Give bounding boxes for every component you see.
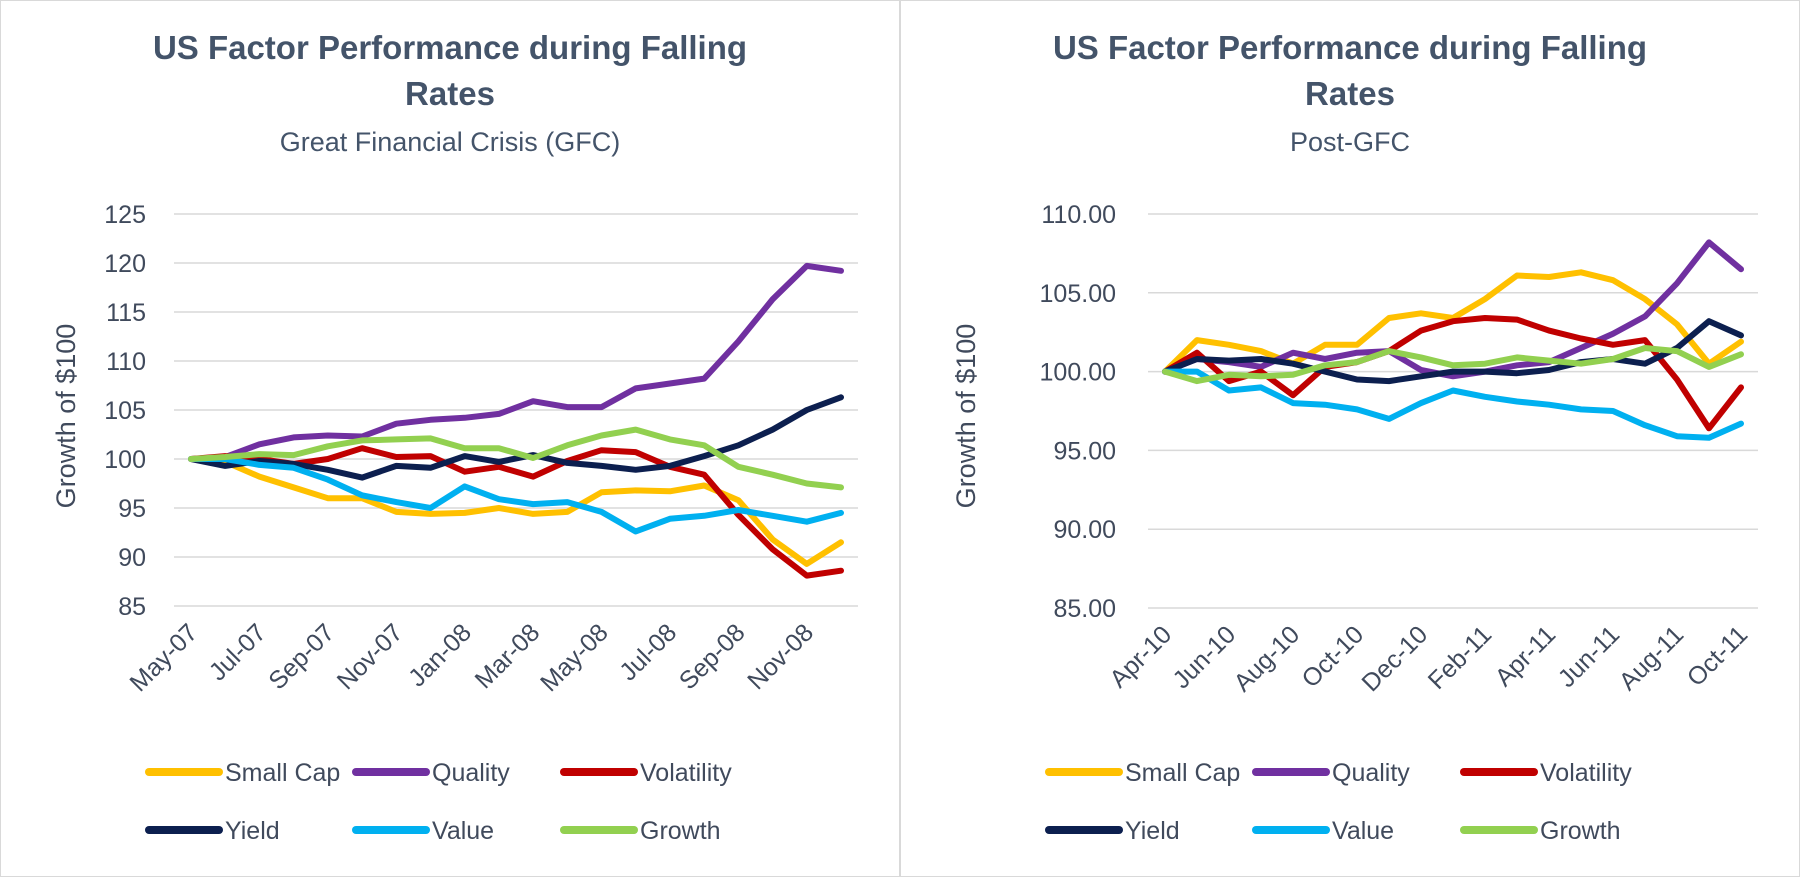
legend-label: Volatility [1540,759,1632,787]
legend-item-quality: Quality [352,759,510,787]
series-line-volatility [1162,315,1744,432]
legend-item-value: Value [1252,817,1394,845]
legend-label: Growth [640,817,721,845]
chart-subtitle: Post-GFC [1290,127,1410,157]
x-axis-ticks: Apr-10Jun-10Aug-10Oct-10Dec-10Feb-11Apr-… [1104,620,1753,697]
chart-panel-post-gfc: US Factor Performance during Falling Rat… [900,0,1800,877]
legend-label: Yield [225,817,280,845]
chart-panel-gfc: US Factor Performance during Falling Rat… [0,0,900,877]
y-tick-label: 120 [104,250,146,278]
series-line-small-cap [188,456,844,567]
y-tick-label: 95.00 [1053,437,1116,465]
y-tick-label: 105 [104,397,146,425]
series-lines [1162,239,1744,441]
legend: Small Cap Quality Volatility Yield Value Grow… [1045,759,1632,845]
y-tick-label: 85 [118,593,146,621]
chart-title-line-1: US Factor Performance during Falling [153,29,747,66]
chart-post-gfc: US Factor Performance during Falling Rat… [951,29,1758,845]
series-line-yield [188,394,844,481]
legend-item-quality: Quality [1252,759,1410,787]
x-tick-label: May-07 [124,618,203,697]
legend-item-small-cap: Small Cap [145,759,340,787]
series-lines [188,262,844,579]
chart-title-line-2: Rates [405,75,495,112]
chart-title-line-1: US Factor Performance during Falling [1053,29,1647,66]
y-axis-ticks: 110.00 105.00 100.00 95.00 90.00 85.00 [1040,201,1116,623]
x-tick-label: Oct-11 [1682,620,1754,692]
chart-title-line-2: Rates [1305,75,1395,112]
x-tick-label: Apr-11 [1490,620,1562,692]
x-tick-label: May-08 [535,618,614,697]
legend-label: Value [432,817,494,845]
legend-label: Yield [1125,817,1180,845]
x-tick-label: Nov-07 [332,618,409,695]
legend-item-growth: Growth [1460,817,1621,845]
series-line-growth [1162,345,1744,385]
legend-label: Quality [1332,759,1410,787]
chart-gfc: US Factor Performance during Falling Rat… [51,29,858,845]
series-line-value [1162,368,1744,441]
y-axis-label: Growth of $100 [51,324,81,509]
legend-item-volatility: Volatility [1460,759,1632,787]
x-tick-label: Apr-10 [1104,620,1177,693]
x-tick-label: Mar-08 [470,618,546,694]
legend-label: Growth [1540,817,1621,845]
series-line-quality [1162,239,1744,380]
chart-subtitle: Great Financial Crisis (GFC) [280,127,621,157]
legend-label: Value [1332,817,1394,845]
y-tick-label: 100.00 [1040,359,1116,387]
x-tick-label: Jul-08 [614,618,682,686]
legend: Small Cap Quality Volatility Yield Value Grow… [145,759,732,845]
x-tick-label: Jun-10 [1167,620,1241,694]
x-tick-label: Jun-11 [1553,620,1626,693]
x-axis-ticks: May-07 Jul-07Sep-07Nov-07Jan-08Mar-08May-… [124,618,819,697]
y-tick-label: 100 [104,446,146,474]
x-tick-label: Aug-10 [1228,620,1305,697]
legend-label: Small Cap [1125,759,1240,787]
legend-item-yield: Yield [1045,817,1180,845]
x-tick-label: Sep-08 [674,618,751,695]
x-tick-label: Nov-08 [742,618,819,695]
y-tick-label: 110.00 [1041,201,1116,229]
legend-label: Small Cap [225,759,340,787]
x-tick-label: Feb-11 [1423,620,1498,695]
x-tick-label: Dec-10 [1356,620,1433,697]
legend-label: Quality [432,759,510,787]
legend-item-small-cap: Small Cap [1045,759,1240,787]
x-tick-label: Sep-07 [263,618,340,695]
y-tick-label: 125 [104,201,146,229]
y-axis-label: Growth of $100 [951,324,981,509]
y-tick-label: 110 [106,348,146,376]
legend-item-growth: Growth [560,817,721,845]
series-line-quality [188,262,844,462]
y-tick-label: 90 [118,544,146,572]
y-tick-label: 115 [106,299,146,327]
x-tick-label: Jan-08 [403,618,477,692]
x-tick-label: Aug-11 [1614,620,1689,695]
legend-item-value: Value [352,817,494,845]
series-line-growth [188,426,844,491]
series-line-yield [1162,318,1744,385]
gridlines [1148,213,1758,609]
legend-label: Volatility [640,759,732,787]
legend-item-volatility: Volatility [560,759,732,787]
y-tick-label: 90.00 [1053,516,1116,544]
y-tick-label: 85.00 [1053,595,1116,623]
series-line-value [188,456,844,535]
series-line-small-cap [1162,269,1744,375]
x-tick-label: Jul-07 [204,618,272,686]
legend-item-yield: Yield [145,817,280,845]
x-tick-label: Oct-10 [1296,620,1369,693]
y-axis-ticks: 125 120 115 110 105 100 95 90 85 [104,201,146,621]
y-tick-label: 95 [118,495,146,523]
y-tick-label: 105.00 [1040,280,1116,308]
